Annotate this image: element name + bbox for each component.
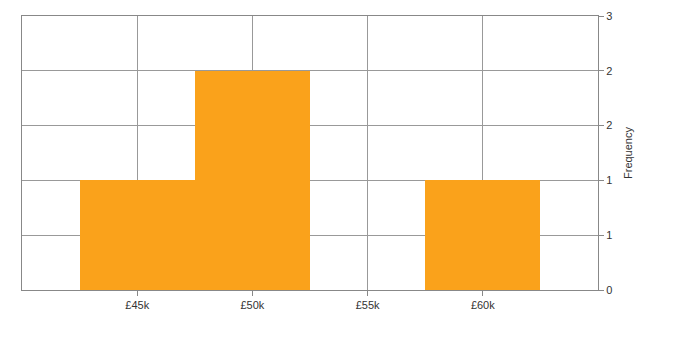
- svg-text:1: 1: [606, 174, 612, 186]
- svg-text:1: 1: [606, 229, 612, 241]
- svg-text:Frequency: Frequency: [622, 127, 634, 179]
- svg-text:0: 0: [606, 284, 612, 296]
- svg-text:2: 2: [606, 65, 612, 77]
- svg-text:£60k: £60k: [471, 299, 495, 311]
- svg-text:£50k: £50k: [240, 299, 264, 311]
- svg-text:2: 2: [606, 119, 612, 131]
- svg-text:£45k: £45k: [125, 299, 149, 311]
- svg-text:3: 3: [606, 10, 612, 22]
- svg-text:£55k: £55k: [356, 299, 380, 311]
